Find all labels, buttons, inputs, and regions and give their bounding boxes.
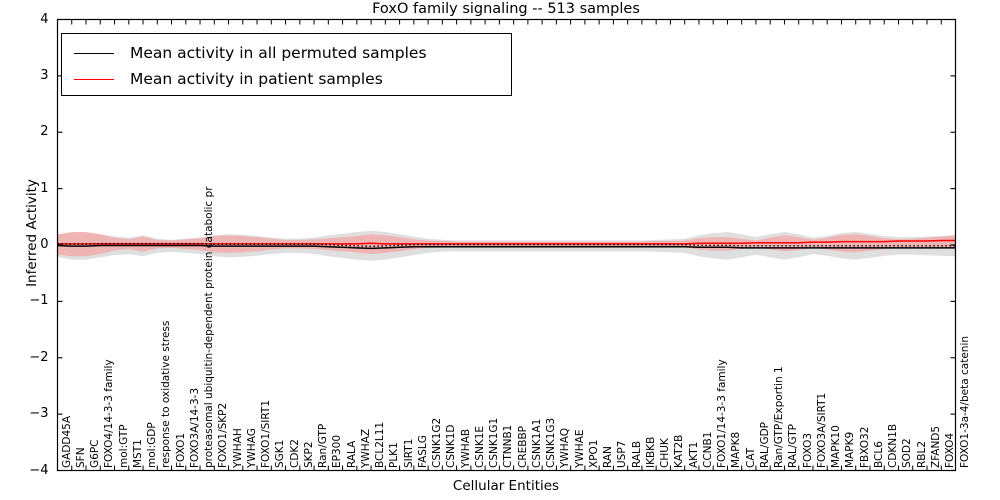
x-tick-label: G6PC xyxy=(89,439,101,468)
x-tick-label: FBXO32 xyxy=(858,426,871,468)
permuted-mean-dotted-overlay xyxy=(57,242,956,248)
permuted-mean-line xyxy=(57,244,956,250)
x-tick-label: CDKN1B xyxy=(887,423,900,468)
x-tick-label: SKP2 xyxy=(302,440,315,468)
x-tick-label: CSNK1G1 xyxy=(488,417,501,468)
legend-item[interactable]: Mean activity in all permuted samples xyxy=(62,40,511,68)
x-tick-label: RAN xyxy=(602,445,615,468)
x-tick-label: CSNK1D xyxy=(445,423,458,468)
x-tick-label: CDK2 xyxy=(288,438,301,468)
x-tick-label: FOXO3A/SIRT1 xyxy=(815,392,828,468)
legend-item[interactable]: Mean activity in patient samples xyxy=(62,66,511,94)
x-tick-label: FOXO1-3a-4/beta catenin xyxy=(958,335,971,468)
x-tick-label: CREBBP xyxy=(516,425,529,468)
x-tick-label: FOXO1/SIRT1 xyxy=(260,399,273,468)
x-tick-label: CTNNB1 xyxy=(502,424,515,468)
x-tick-label: IKBKB xyxy=(644,436,657,468)
x-tick-label: CSNK1G3 xyxy=(545,417,558,468)
x-tick-label: SOD2 xyxy=(901,437,914,468)
x-tick-label: RAL/GDP xyxy=(758,421,771,468)
x-tick-label: proteasomal ubiquitin-dependent protein … xyxy=(203,185,216,468)
x-tick-label: FOXO4 xyxy=(944,432,957,468)
patient-mean-line xyxy=(57,239,956,245)
x-tick-label: SIRT1 xyxy=(402,438,415,468)
x-tick-label: GADD45A xyxy=(60,415,73,468)
x-tick-label: CSNK1A1 xyxy=(530,418,543,468)
x-tick-label: YWHAG xyxy=(245,427,258,468)
x-tick-label: AKT1 xyxy=(687,441,700,468)
x-tick-label: FASLG xyxy=(416,434,429,468)
x-tick-label: YWHAE xyxy=(573,428,586,468)
x-tick-label: mol:GDP xyxy=(146,421,159,468)
x-tick-label: Ran/GTP/Exportin 1 xyxy=(773,365,786,468)
x-tick-label: YWHAH xyxy=(231,427,244,468)
x-tick-label: SGK1 xyxy=(274,439,287,468)
y-tick-label: −1 xyxy=(29,293,49,309)
x-tick-label: FOXO3 xyxy=(801,432,814,468)
y-tick-label: 3 xyxy=(40,67,49,83)
legend-color-swatch xyxy=(74,53,114,54)
x-tick-label: MAPK10 xyxy=(830,424,843,468)
x-tick-label: FOXO1 xyxy=(174,432,187,468)
legend-label: Mean activity in patient samples xyxy=(130,70,383,88)
x-tick-label: BCL6 xyxy=(872,440,885,468)
x-tick-label: YWHAZ xyxy=(359,428,372,468)
x-tick-label: CSNK1G2 xyxy=(431,417,444,468)
x-tick-label: MST1 xyxy=(131,438,144,468)
y-tick-label: 1 xyxy=(40,180,49,196)
y-tick-label: −3 xyxy=(29,406,49,422)
x-tick-label: RALA xyxy=(345,440,358,468)
x-tick-label: XPO1 xyxy=(587,439,600,468)
x-tick-label: FOXO3A/14-3-3 xyxy=(188,387,201,468)
x-tick-label: CHUK xyxy=(659,437,672,468)
x-tick-label: BCL2L11 xyxy=(374,421,387,468)
chart-title: FoxO family signaling -- 513 samples xyxy=(372,1,640,17)
x-tick-label: FOXO4/14-3-3 family xyxy=(103,358,116,468)
y-tick-label: 0 xyxy=(40,237,49,252)
x-axis-label: Cellular Entities xyxy=(452,478,560,494)
x-tick-label: PLK1 xyxy=(388,441,401,468)
x-tick-label: SFN xyxy=(74,446,87,468)
x-tick-label: YWHAQ xyxy=(559,427,572,468)
chart-legend: Mean activity in all permuted samples Mea… xyxy=(61,33,512,96)
x-tick-label: RALB xyxy=(630,440,643,468)
y-tick-label: 4 xyxy=(40,11,49,27)
legend-color-swatch xyxy=(74,79,114,80)
x-tick-label: mol:GTP xyxy=(117,423,130,468)
x-tick-label: ZFAND5 xyxy=(929,425,942,468)
y-tick-label: −2 xyxy=(29,349,49,365)
x-tick-label: CSNK1E xyxy=(473,425,486,468)
x-tick-label: CCNB1 xyxy=(701,431,714,468)
x-tick-label: RBL2 xyxy=(915,440,928,468)
x-tick-label: response to oxidative stress xyxy=(160,320,173,468)
y-tick-label: 2 xyxy=(40,124,49,140)
y-tick-label: −4 xyxy=(29,462,49,478)
x-tick-label: MAPK8 xyxy=(730,431,743,468)
x-tick-label: YWHAB xyxy=(459,428,472,468)
x-tick-label: EP300 xyxy=(331,434,344,468)
x-tick-label: FOXO1/14-3-3 family xyxy=(716,358,729,468)
x-tick-label: KAT2B xyxy=(673,434,686,468)
x-tick-label: Ran/GTP xyxy=(317,423,330,468)
x-tick-label: USP7 xyxy=(616,440,629,468)
x-tick-label: FOXO1/SKP2 xyxy=(217,402,230,468)
legend-label: Mean activity in all permuted samples xyxy=(130,44,427,62)
x-tick-label: MAPK9 xyxy=(844,431,857,468)
x-tick-label: RAL/GTP xyxy=(787,423,800,468)
x-tick-label: CAT xyxy=(744,447,757,468)
